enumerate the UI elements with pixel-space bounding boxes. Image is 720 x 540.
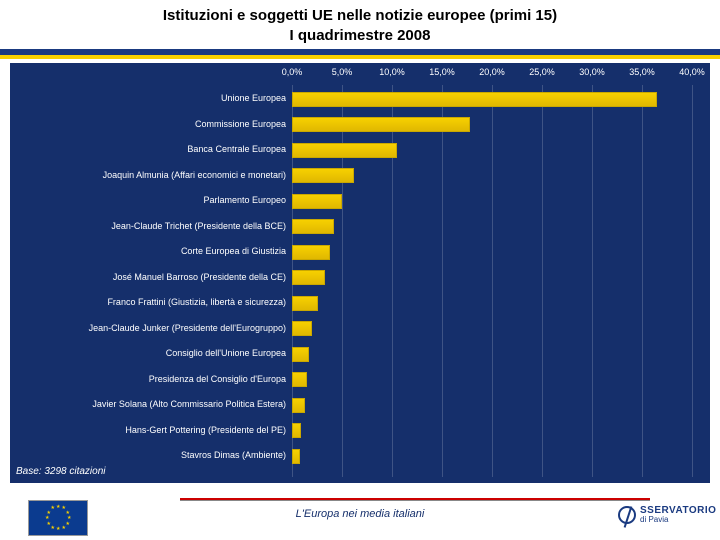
slide: Istituzioni e soggetti UE nelle notizie … [0, 0, 720, 540]
bar [292, 296, 318, 311]
x-axis: 0,0% 5,0% 10,0% 15,0% 20,0% 25,0% 30,0% 35,0% 40… [10, 67, 710, 83]
x-tick: 10,0% [379, 67, 405, 77]
bar-label: Stavros Dimas (Ambiente) [10, 451, 292, 461]
bar-label: Parlamento Europeo [10, 196, 292, 206]
bar-label: Commissione Europea [10, 120, 292, 130]
bar-label: Hans-Gert Pottering (Presidente del PE) [10, 426, 292, 436]
x-tick: 35,0% [629, 67, 655, 77]
bar-label: Presidenza del Consiglio d'Europa [10, 375, 292, 385]
bar [292, 117, 470, 132]
bar-row: Hans-Gert Pottering (Presidente del PE) [10, 419, 710, 443]
bar-row: Javier Solana (Alto Commissario Politica… [10, 393, 710, 417]
footer-rule-grey [180, 500, 650, 501]
bar [292, 423, 301, 438]
osservatorio-logo: SSERVATORIO di Pavia [618, 500, 702, 530]
bar-row: Corte Europea di Giustizia [10, 240, 710, 264]
bar-label: Unione Europea [10, 94, 292, 104]
bar-label: Corte Europea di Giustizia [10, 247, 292, 257]
bar-row: Stavros Dimas (Ambiente) [10, 444, 710, 468]
plot-area: Unione Europea Commissione Europea Banca C… [10, 85, 710, 477]
bar [292, 168, 354, 183]
band-yellow [0, 55, 720, 59]
footer-caption: L'Europa nei media italiani [0, 508, 720, 520]
bar [292, 270, 325, 285]
bar-label: Banca Centrale Europea [10, 145, 292, 155]
bar-label: Jean-Claude Junker (Presidente dell'Euro… [10, 324, 292, 334]
bar-row: Parlamento Europeo [10, 189, 710, 213]
bar [292, 219, 334, 234]
bar [292, 398, 305, 413]
bar [292, 245, 330, 260]
x-tick: 25,0% [529, 67, 555, 77]
bar-row: Presidenza del Consiglio d'Europa [10, 368, 710, 392]
bar [292, 321, 312, 336]
bar [292, 194, 342, 209]
divider-band [0, 49, 720, 59]
bar-label: Javier Solana (Alto Commissario Politica… [10, 400, 292, 410]
bar-row: Franco Frattini (Giustizia, libertà e si… [10, 291, 710, 315]
star-icon: ★ [56, 527, 60, 531]
bar-row: Jean-Claude Trichet (Presidente della BC… [10, 215, 710, 239]
logo-text: SSERVATORIO di Pavia [640, 506, 716, 524]
bar-row: Joaquin Almunia (Affari economici e mone… [10, 164, 710, 188]
bar [292, 449, 300, 464]
logo-text-bottom: di Pavia [640, 515, 668, 524]
title-area: Istituzioni e soggetti UE nelle notizie … [0, 0, 720, 49]
bar-row: Consiglio dell'Unione Europea [10, 342, 710, 366]
title-line-2: I quadrimestre 2008 [10, 26, 710, 46]
logo-mark-icon [618, 506, 636, 524]
bar-row: Commissione Europea [10, 113, 710, 137]
bar-label: Joaquin Almunia (Affari economici e mone… [10, 171, 292, 181]
x-tick: 5,0% [332, 67, 353, 77]
base-note: Base: 3298 citazioni [16, 466, 106, 477]
bar-row: Banca Centrale Europea [10, 138, 710, 162]
star-icon: ★ [66, 522, 70, 526]
bar-label: Jean-Claude Trichet (Presidente della BC… [10, 222, 292, 232]
bar [292, 372, 307, 387]
x-tick: 20,0% [479, 67, 505, 77]
footer: ★★★★★★★★★★★★ L'Europa nei media italiani… [0, 490, 720, 540]
x-tick: 0,0% [282, 67, 303, 77]
star-icon: ★ [62, 526, 66, 530]
x-tick: 15,0% [429, 67, 455, 77]
x-tick: 40,0% [679, 67, 705, 77]
chart: 0,0% 5,0% 10,0% 15,0% 20,0% 25,0% 30,0% 35,0% 40… [10, 63, 710, 483]
bar-label: Consiglio dell'Unione Europea [10, 349, 292, 359]
bar-row: José Manuel Barroso (Presidente della CE… [10, 266, 710, 290]
bar-row: Unione Europea [10, 87, 710, 111]
bar-row: Jean-Claude Junker (Presidente dell'Euro… [10, 317, 710, 341]
bar [292, 347, 309, 362]
bar-label: Franco Frattini (Giustizia, libertà e si… [10, 298, 292, 308]
bar [292, 143, 397, 158]
star-icon: ★ [46, 522, 50, 526]
title-line-1: Istituzioni e soggetti UE nelle notizie … [10, 6, 710, 26]
star-icon: ★ [51, 526, 55, 530]
bar [292, 92, 657, 107]
bar-label: José Manuel Barroso (Presidente della CE… [10, 273, 292, 283]
x-tick: 30,0% [579, 67, 605, 77]
